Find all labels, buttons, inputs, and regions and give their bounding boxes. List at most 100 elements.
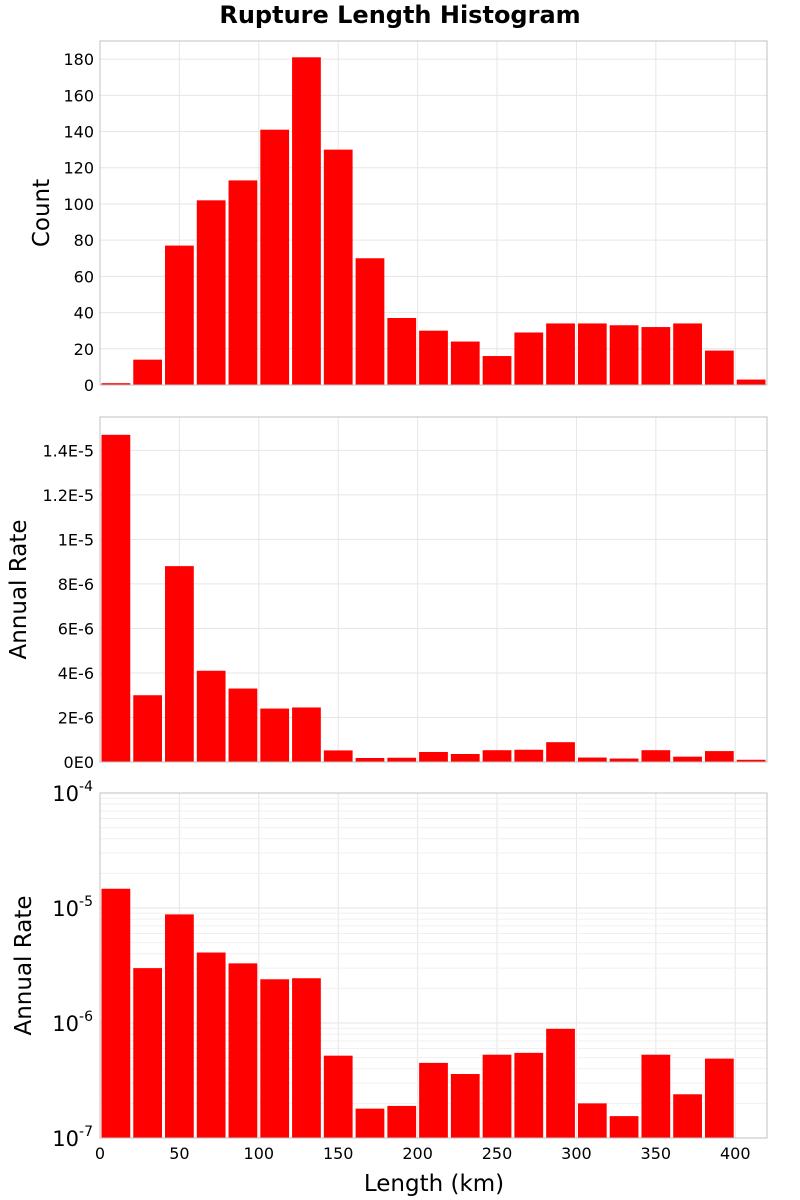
histogram-bar <box>577 757 607 762</box>
histogram-bar <box>577 323 607 385</box>
histogram-bar <box>165 245 194 385</box>
histogram-bar <box>228 688 258 762</box>
histogram-bar <box>609 758 639 762</box>
histogram-bar <box>450 753 480 762</box>
histogram-bar <box>133 359 163 385</box>
y-tick-label: 0E0 <box>64 753 94 772</box>
y-tick-label: 1.2E-5 <box>42 486 94 505</box>
histogram-bar <box>673 756 702 762</box>
histogram-bar <box>514 749 544 762</box>
histogram-bar <box>514 1052 544 1138</box>
y-tick-label: 180 <box>63 50 94 69</box>
x-tick-label: 250 <box>482 1144 513 1163</box>
histogram-bar <box>355 757 385 762</box>
histogram-bar <box>387 757 417 762</box>
histogram-bar <box>704 751 734 762</box>
y-tick-label: 8E-6 <box>58 575 94 594</box>
y-tick-label: 40 <box>74 304 94 323</box>
histogram-bar <box>482 356 512 385</box>
y-tick-label: 6E-6 <box>58 619 94 638</box>
y-tick-label: 4E-6 <box>58 664 94 683</box>
histogram-bar <box>228 180 258 385</box>
annual-rate-linear-panel: 0E0 2E-6 4E-6 6E-6 8E-6 1E-5 1.2E-5 1.4E-5 Annua… <box>6 416 768 772</box>
x-tick-label: 50 <box>169 1144 189 1163</box>
histogram-bar <box>736 759 766 762</box>
y-axis-label: Annual Rate <box>11 896 37 1036</box>
histogram-bar <box>641 327 671 385</box>
histogram-bar <box>482 1054 512 1138</box>
y-tick-label: 10-7 <box>52 1124 93 1151</box>
histogram-bar <box>704 350 734 385</box>
histogram-bar <box>609 325 639 385</box>
histogram-bar <box>101 383 131 385</box>
histogram-bar <box>546 742 575 762</box>
histogram-bar <box>165 914 194 1138</box>
x-tick-label: 350 <box>641 1144 672 1163</box>
y-axis-label: Annual Rate <box>6 520 32 660</box>
x-tick-label: 150 <box>323 1144 354 1163</box>
histogram-bar <box>482 750 512 762</box>
histogram-bar <box>419 1062 448 1138</box>
count-panel: 0 20 40 60 80 100 120 140 160 180 Count <box>29 40 768 395</box>
histogram-bar <box>228 963 258 1138</box>
histogram-bar <box>101 888 131 1138</box>
x-tick-label: 400 <box>720 1144 751 1163</box>
histogram-bar <box>260 979 290 1138</box>
plot-frame <box>99 416 768 763</box>
histogram-bar <box>355 258 385 385</box>
histogram-bar <box>641 1054 671 1138</box>
histogram-bar <box>450 341 480 385</box>
chart-title: Rupture Length Histogram <box>219 1 580 29</box>
histogram-bar <box>387 1105 417 1138</box>
histogram-bar <box>133 695 163 762</box>
x-tick-label: 0 <box>95 1144 105 1163</box>
y-tick-label: 10-6 <box>52 1009 93 1036</box>
plot-frame <box>99 40 768 386</box>
histogram-bar <box>323 750 353 762</box>
histogram-bar <box>546 1028 575 1138</box>
histogram-bar <box>577 1103 607 1138</box>
histogram-bar <box>165 566 194 762</box>
histogram-bar <box>736 379 766 385</box>
histogram-bar <box>133 968 163 1138</box>
y-tick-label: 80 <box>74 231 94 250</box>
x-tick-label: 200 <box>402 1144 433 1163</box>
y-tick-label: 120 <box>63 159 94 178</box>
histogram-bar <box>323 149 353 385</box>
histogram-bar <box>196 952 226 1138</box>
annual-rate-log-panel: 10-7 10-6 10-5 10-4 Annual Rate <box>11 779 768 1151</box>
x-tick-label: 100 <box>244 1144 275 1163</box>
y-tick-label: 20 <box>74 340 94 359</box>
histogram-bar <box>292 978 321 1138</box>
y-tick-label: 1.4E-5 <box>42 441 94 460</box>
y-tick-label: 2E-6 <box>58 708 94 727</box>
y-tick-label: 140 <box>63 123 94 142</box>
plot-frame <box>99 792 768 1139</box>
histogram-bar <box>673 1094 702 1138</box>
histogram-bar <box>704 1058 734 1138</box>
histogram-bar <box>609 1116 639 1138</box>
histogram-bar <box>260 708 290 762</box>
y-tick-label: 10-5 <box>52 894 93 921</box>
histogram-bar <box>419 330 448 385</box>
y-tick-label: 60 <box>74 267 94 286</box>
histogram-bar <box>450 1074 480 1138</box>
histogram-bar <box>323 1055 353 1138</box>
y-axis-label: Count <box>29 179 55 247</box>
histogram-bar <box>101 434 131 762</box>
histogram-bar <box>546 323 575 385</box>
histogram-bar <box>260 129 290 385</box>
y-tick-label: 160 <box>63 86 94 105</box>
histogram-bar <box>292 57 321 385</box>
x-axis: 0 50 100 150 200 250 300 350 400 <box>95 1144 751 1163</box>
x-axis-label: Length (km) <box>364 1171 504 1197</box>
histogram-bar <box>196 200 226 385</box>
histogram-bar <box>419 751 448 762</box>
y-tick-label: 10-4 <box>52 779 93 806</box>
histogram-bar <box>355 1108 385 1138</box>
histogram-bar <box>292 707 321 762</box>
histogram-bar <box>514 332 544 385</box>
x-tick-label: 300 <box>561 1144 592 1163</box>
histogram-bar <box>196 670 226 762</box>
